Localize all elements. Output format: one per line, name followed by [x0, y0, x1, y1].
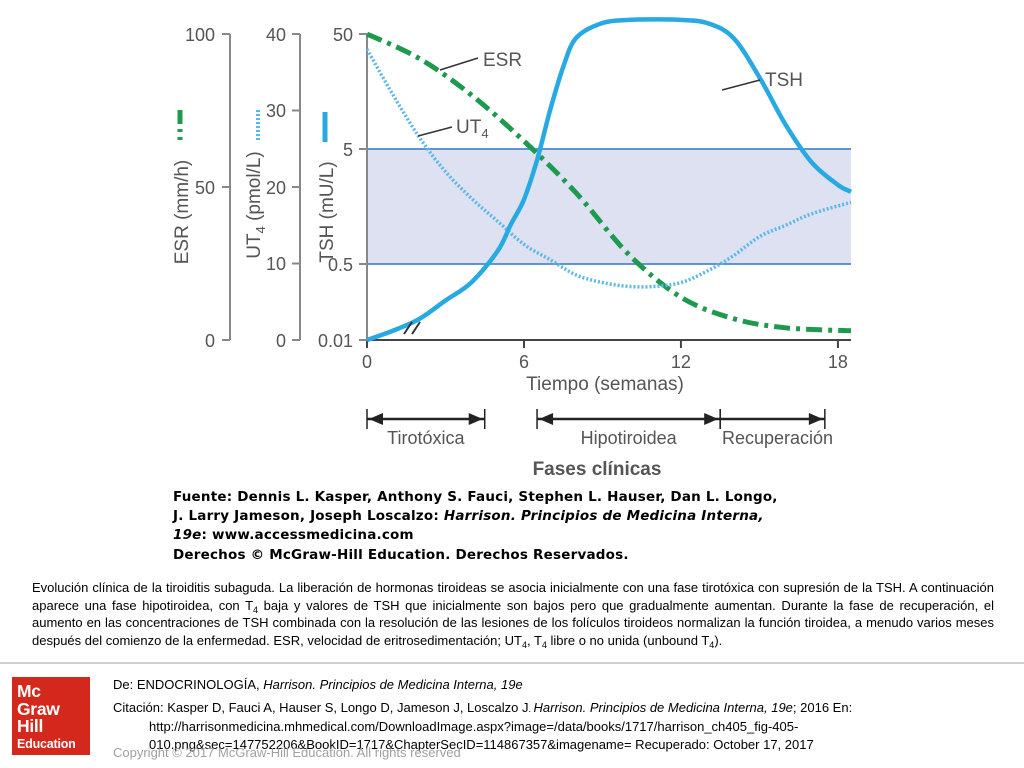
x-tick-label: 0: [362, 352, 372, 372]
phase-label: Tirotóxica: [387, 428, 465, 448]
esr-tick-label: 0: [205, 331, 215, 351]
citation-block: De: ENDOCRINOLOGÍA, Harrison. Principios…: [113, 676, 913, 753]
esr-series-line: [365, 31, 852, 334]
copyright-notice: Copyright © 2017 McGraw-Hill Education. …: [113, 745, 461, 760]
phase-arrowhead: [704, 413, 719, 425]
ut4-tick-label: 0: [276, 331, 286, 351]
esr-axis: 100 50 0 ESR (mm/h): [172, 25, 231, 351]
tsh-tick-label: 50: [333, 25, 353, 45]
tsh-tick-label: 0.5: [328, 255, 353, 275]
figure-caption: Evolución clínica de la tiroiditis subag…: [32, 580, 994, 650]
tsh-axis-title: TSH (mU/L): [317, 161, 338, 262]
source-book-line: De: ENDOCRINOLOGÍA, Harrison. Principios…: [113, 677, 523, 692]
ut4-series-label: UT4: [456, 117, 489, 141]
tsh-axis-break-mark: [411, 321, 421, 335]
x-tick-label: 18: [828, 352, 848, 372]
ut4-axis-title: UT4 (pmol/L): [244, 151, 268, 259]
ut4-tick-label: 10: [266, 254, 286, 274]
x-tick-label: 6: [519, 352, 529, 372]
tsh-tick-label: 0.01: [318, 331, 353, 351]
phase-arrowhead: [808, 413, 823, 425]
phase-label: Recuperación: [722, 428, 833, 448]
esr-tick-label: 50: [195, 178, 215, 198]
citation-url-continued[interactable]: 010.png&sec=147752206&BookID=1717&Chapte…: [149, 736, 814, 752]
ut4-tick-label: 30: [266, 101, 286, 121]
phases-title: Fases clínicas: [533, 459, 662, 480]
esr-series-label: ESR: [483, 50, 522, 71]
tsh-leader-line: [721, 79, 761, 91]
source-line: 19e: www.accessmedicina.com: [173, 527, 414, 544]
tsh-series-line: [366, 17, 853, 343]
source-line: Fuente: Dennis L. Kasper, Anthony S. Fau…: [173, 489, 778, 505]
x-tick-label: 12: [671, 352, 691, 372]
ut4-axis: 40 30 20 10 0 UT4 (pmol/L): [244, 25, 301, 351]
ut4-leader-line: [417, 126, 453, 137]
phase-arrowhead: [468, 413, 483, 425]
ut4-tick-label: 40: [266, 25, 286, 45]
tsh-tick-label: 5: [343, 140, 353, 160]
x-axis-title: Tiempo (semanas): [526, 374, 684, 395]
phase-arrowhead: [369, 413, 383, 425]
footer-divider: [0, 662, 1024, 664]
citation-line: Citación: Kasper D, Fauci A, Hauser S, L…: [113, 699, 853, 715]
normal-tsh-range-band: [367, 149, 851, 264]
esr-axis-title: ESR (mm/h): [172, 160, 193, 265]
esr-leader-line: [439, 57, 479, 71]
mcgraw-hill-logo: Mc Graw Hill Education: [12, 677, 90, 755]
tsh-axis-break-mark: [403, 321, 413, 335]
figure-source: Fuente: Dennis L. Kasper, Anthony S. Fau…: [173, 488, 813, 565]
esr-tick-label: 100: [185, 25, 215, 45]
source-line: J. Larry Jameson, Joseph Loscalzo: Harri…: [173, 508, 764, 525]
phase-label: Hipotiroidea: [581, 428, 678, 448]
tsh-axis: 50 5 0.5 0.01 TSH (mU/L): [317, 25, 368, 351]
source-line: Derechos © McGraw-Hill Education. Derech…: [173, 546, 629, 563]
clinical-course-chart: 0 6 12 18 Tiempo (semanas) 100 50 0 ESR (mm…: [172, 17, 853, 480]
ut4-tick-label: 20: [266, 178, 286, 198]
phase-arrowhead: [539, 413, 554, 425]
ut4-series-line: [365, 48, 852, 289]
tsh-series-label: TSH: [765, 70, 803, 91]
citation-url[interactable]: http://harrisonmedicina.mhmedical.com/Do…: [149, 719, 799, 734]
